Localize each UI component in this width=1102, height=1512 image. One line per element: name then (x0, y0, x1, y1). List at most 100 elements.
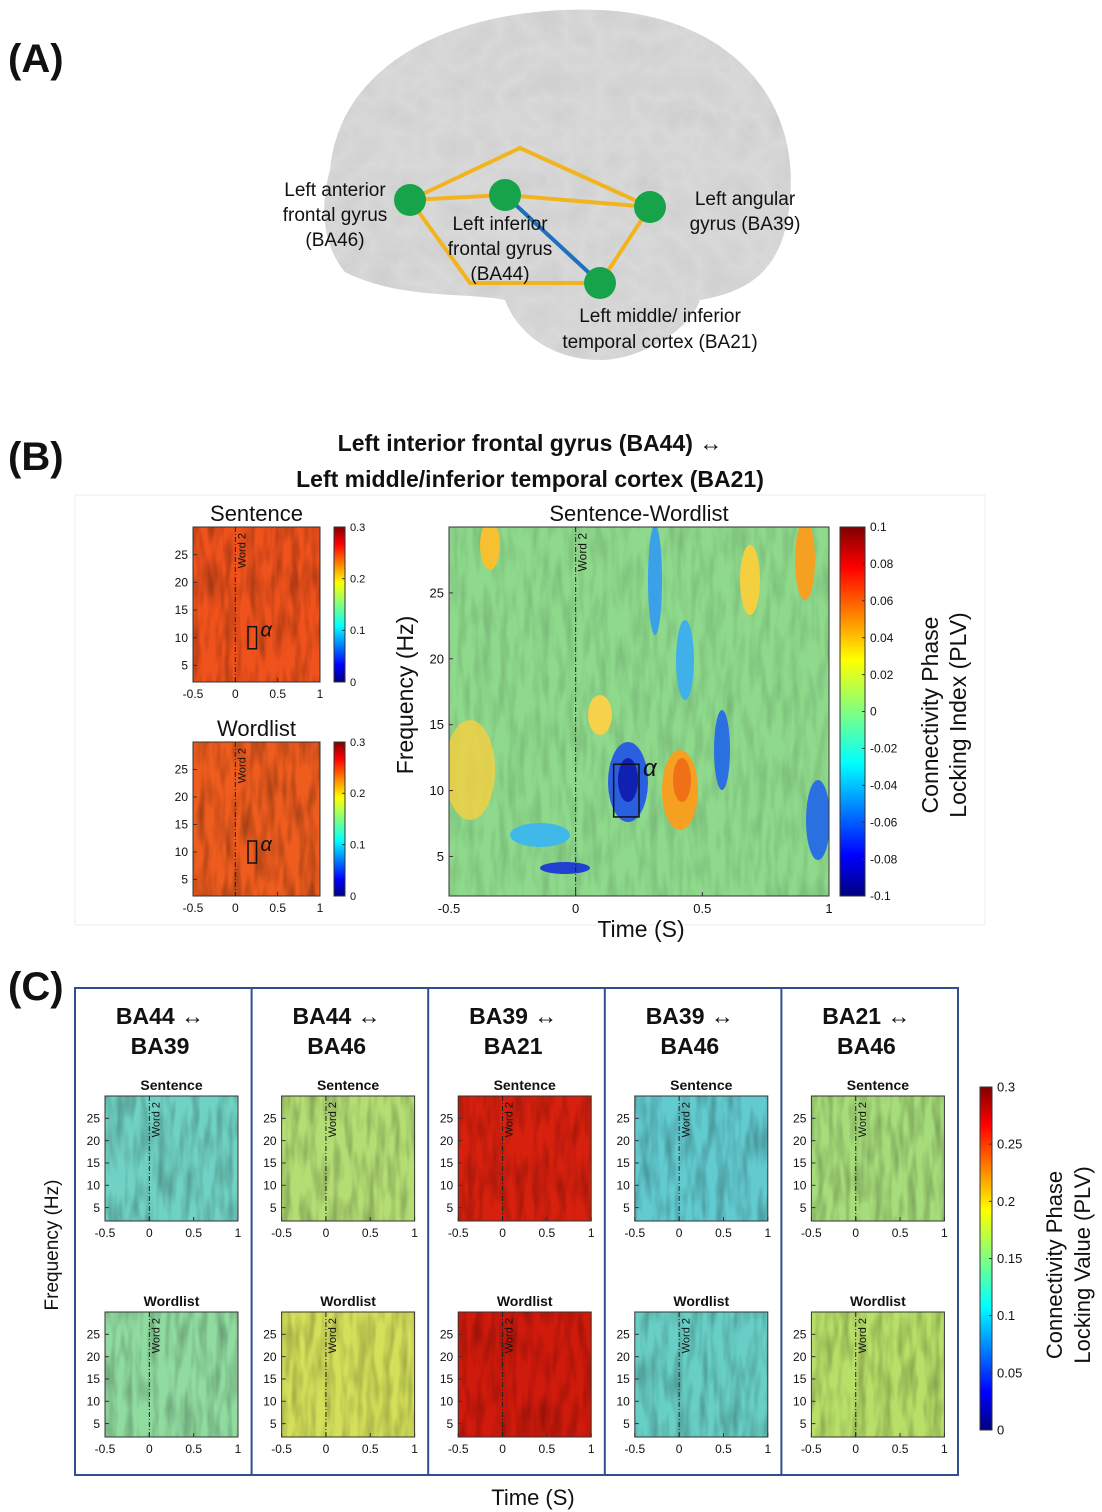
colorbar-tick-label: 0.3 (350, 522, 365, 534)
heatmap-texture (811, 1312, 945, 1437)
colorbar-tick-label: 0.2 (350, 788, 365, 800)
x-tick-label: -0.5 (95, 1442, 116, 1456)
panel-frame (74, 494, 986, 926)
plot-frame (810, 1095, 945, 1222)
pair-title: BA21 (484, 1033, 543, 1059)
y-tick-label: 15 (616, 1372, 630, 1386)
region-label: (BA44) (470, 264, 529, 285)
y-tick-label: 5 (270, 1201, 277, 1215)
x-tick-label: 0 (852, 1226, 859, 1240)
y-axis-label: Frequency (Hz) (392, 616, 418, 774)
y-tick-label: 25 (616, 1112, 630, 1126)
colorbar-tick-label: -0.02 (870, 742, 898, 756)
x-tick-label: 0 (499, 1442, 506, 1456)
plot-frame (281, 1095, 416, 1222)
heatmap-texture (193, 742, 320, 896)
colorbar-tick-label: 0.2 (350, 574, 365, 586)
x-tick-label: 1 (588, 1226, 595, 1240)
panel-frame (74, 987, 959, 1476)
y-tick-label: 25 (263, 1328, 277, 1342)
x-tick-label: 1 (588, 1442, 595, 1456)
colorbar-tick-label: 0.3 (350, 737, 365, 749)
heatmap-texture (811, 1096, 945, 1221)
y-tick-label: 25 (87, 1328, 101, 1342)
colorbar-tick-label: 0.1 (350, 625, 365, 637)
y-tick-label: 10 (793, 1394, 807, 1408)
x-tick-label: 0 (146, 1442, 153, 1456)
plot-title: Wordlist (850, 1293, 906, 1309)
y-tick-label: 25 (263, 1112, 277, 1126)
x-tick-label: -0.5 (624, 1226, 645, 1240)
y-tick-label: 15 (793, 1156, 807, 1170)
x-tick-label: -0.5 (95, 1226, 116, 1240)
panel-b: (B) Left interior frontal gyrus (BA44) ↔… (8, 430, 986, 926)
x-tick-label: 1 (764, 1226, 771, 1240)
colorbar-tick-label: 0.3 (997, 1080, 1015, 1095)
y-tick-label: 15 (175, 818, 189, 832)
y-tick-label: 5 (800, 1201, 807, 1215)
x-tick-label: 0.5 (715, 1442, 732, 1456)
pair-title: BA39 (131, 1033, 190, 1059)
panel-label: (C) (8, 965, 64, 1009)
colorbar-tick-label: -0.08 (870, 852, 898, 866)
x-tick-label: 0.5 (185, 1442, 202, 1456)
panel-title: Left interior frontal gyrus (BA44) ↔ (338, 430, 723, 456)
node (489, 179, 521, 211)
y-axis-label: Frequency (Hz) (42, 1180, 63, 1311)
x-tick-label: 0.5 (539, 1226, 556, 1240)
panel-label: (B) (8, 435, 64, 479)
node (394, 184, 426, 216)
x-tick-label: -0.5 (271, 1442, 292, 1456)
heatmap-texture (281, 1096, 415, 1221)
y-tick-label: 10 (440, 1178, 454, 1192)
y-tick-label: 15 (263, 1372, 277, 1386)
colorbar-label: Connectivity Phase (1042, 1171, 1067, 1359)
y-tick-label: 5 (270, 1417, 277, 1431)
region-label: Left angular (695, 189, 796, 210)
y-tick-label: 25 (175, 763, 189, 777)
pair-title: BA44 ↔ (292, 1003, 380, 1029)
x-tick-label: 1 (317, 687, 324, 701)
x-tick-label: 0.5 (715, 1226, 732, 1240)
heatmap-texture (458, 1312, 592, 1437)
y-tick-label: 20 (616, 1350, 630, 1364)
pair-title: BA46 (660, 1033, 719, 1059)
x-tick-label: 0.5 (362, 1226, 379, 1240)
y-tick-label: 10 (263, 1394, 277, 1408)
alpha-window (612, 763, 640, 818)
event-label: Word 2 (327, 1318, 339, 1353)
y-tick-label: 25 (440, 1112, 454, 1126)
plot-frame (104, 1311, 239, 1438)
x-tick-label: 0 (232, 901, 239, 915)
event-label: Word 2 (504, 1102, 516, 1137)
y-tick-label: 5 (447, 1201, 454, 1215)
y-tick-label: 5 (437, 849, 444, 864)
node (634, 191, 666, 223)
y-tick-label: 20 (175, 576, 189, 590)
plot-title: Sentence (847, 1077, 909, 1093)
colorbar-tick-label: 0.04 (870, 631, 894, 645)
region-label: Left inferior (452, 214, 548, 235)
x-tick-label: -0.5 (271, 1226, 292, 1240)
x-tick-label: 0 (232, 687, 239, 701)
y-tick-label: 15 (793, 1372, 807, 1386)
heatmap-texture (634, 1312, 768, 1437)
colorbar-tick-label: 0 (997, 1423, 1004, 1438)
panel-c: (C) (8, 965, 959, 1476)
plot-title: Sentence (494, 1077, 556, 1093)
plot-frame (634, 1095, 769, 1222)
event-label: Word 2 (680, 1102, 692, 1137)
y-tick-label: 10 (440, 1394, 454, 1408)
y-tick-label: 25 (616, 1328, 630, 1342)
heatmap-texture (281, 1312, 415, 1437)
x-tick-label: 0 (572, 901, 579, 916)
x-tick-label: -0.5 (183, 687, 204, 701)
x-tick-label: 1 (235, 1226, 242, 1240)
y-tick-label: 15 (175, 603, 189, 617)
plot-frame (457, 1311, 592, 1438)
x-tick-label: 0 (146, 1226, 153, 1240)
x-tick-label: 1 (317, 901, 324, 915)
plot-frame (192, 741, 321, 897)
heatmap-texture (458, 1096, 592, 1221)
